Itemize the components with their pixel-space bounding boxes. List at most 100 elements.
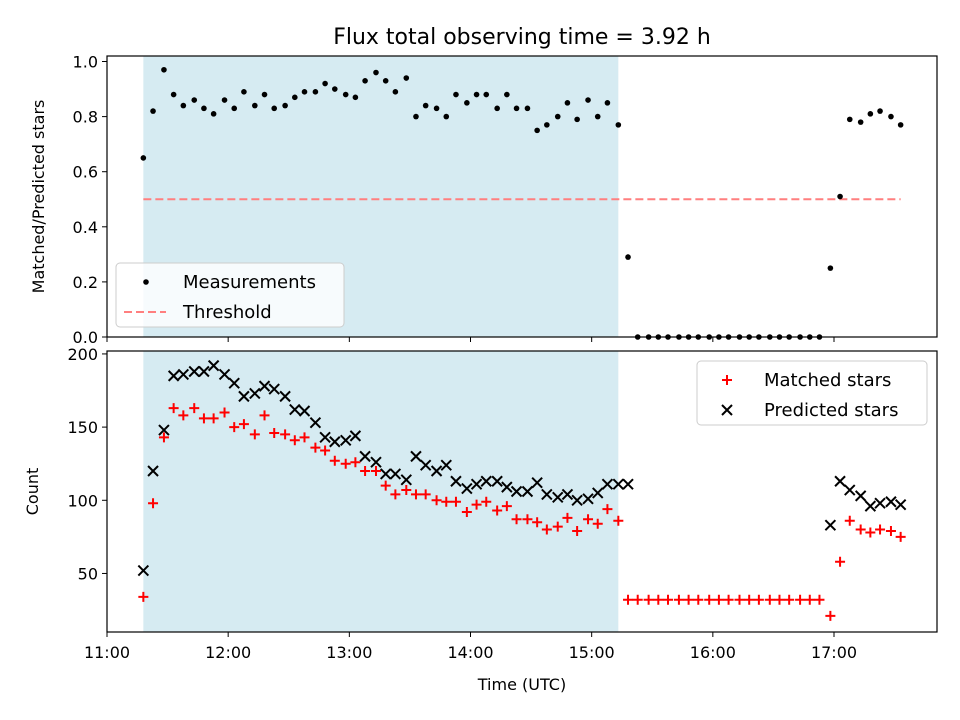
measurement-point — [513, 105, 520, 112]
predicted-star-point — [279, 390, 291, 403]
predicted-star-point — [601, 478, 614, 490]
chart-title: Flux total observing time = 3.92 h — [333, 25, 711, 50]
y-tick-label: 50 — [78, 564, 98, 583]
measurement-point — [897, 122, 904, 128]
predicted-star-point — [461, 482, 473, 495]
matched-star-point — [673, 594, 684, 605]
predicted-star-point — [158, 424, 170, 436]
matched-star-point — [511, 514, 522, 525]
measurement-point — [453, 91, 459, 98]
matched-star-point — [269, 427, 280, 438]
measurement-point — [827, 265, 834, 271]
predicted-star-point — [177, 368, 190, 381]
predicted-star-point — [894, 498, 907, 511]
predicted-star-point — [258, 380, 271, 392]
matched-star-point — [814, 594, 825, 605]
measurement-point — [443, 113, 450, 120]
matched-star-point — [825, 610, 836, 621]
legend-predicted-marker — [721, 404, 733, 416]
matched-star-point — [410, 489, 421, 500]
predicted-star-point — [854, 490, 867, 502]
matched-star-point — [178, 410, 189, 421]
measurement-point — [403, 75, 410, 81]
measurement-point — [413, 113, 419, 120]
matched-star-point — [663, 594, 674, 605]
predicted-star-point — [541, 488, 553, 501]
measurement-point — [282, 102, 288, 109]
measurement-point — [322, 80, 328, 87]
measurement-point — [585, 97, 591, 103]
matched-star-point — [208, 413, 219, 424]
measurement-point — [191, 97, 198, 103]
measurement-point — [140, 155, 147, 161]
matched-star-point — [420, 489, 431, 500]
matched-star-point — [492, 505, 503, 516]
measurement-point — [524, 105, 531, 112]
measurement-point — [292, 94, 298, 101]
measurement-point — [594, 113, 601, 120]
x-tick-label: 13:00 — [326, 643, 372, 662]
matched-star-point — [704, 594, 715, 605]
ratio-subplot: 0.0 0.2 0.4 0.6 0.8 1.0 Matched/Predicted star… — [29, 53, 938, 347]
measurement-point — [382, 77, 389, 84]
x-axis-label: Time (UTC) — [477, 675, 566, 694]
measurement-point — [170, 91, 177, 98]
matched-star-point — [360, 466, 371, 477]
measurement-point — [877, 108, 883, 114]
predicted-star-point — [824, 519, 837, 531]
x-tick-label: 17:00 — [811, 643, 857, 662]
y-axis-label: Count — [23, 468, 42, 516]
predicted-star-point — [844, 484, 856, 496]
predicted-star-point — [501, 481, 513, 493]
x-tick-label: 15:00 — [569, 643, 615, 662]
measurement-point — [544, 122, 550, 128]
matched-star-point — [229, 422, 240, 433]
matched-star-point — [219, 407, 230, 418]
measurement-point — [342, 91, 349, 98]
measurement-point — [161, 66, 167, 73]
matched-star-point — [501, 501, 512, 512]
measurement-point — [221, 97, 228, 103]
matched-star-point — [632, 594, 643, 605]
predicted-star-point — [410, 450, 422, 463]
matched-star-point — [390, 489, 401, 500]
matched-star-point — [643, 594, 654, 605]
matched-star-point — [471, 499, 482, 510]
legend-measurement-marker — [143, 279, 149, 285]
legend-label: Measurements — [183, 272, 316, 293]
measurement-point — [271, 105, 278, 112]
matched-star-point — [734, 594, 745, 605]
measurement-point — [180, 102, 187, 109]
predicted-star-point — [137, 564, 150, 577]
predicted-star-point — [218, 368, 231, 381]
measurement-point — [846, 116, 853, 123]
matched-star-point — [552, 521, 563, 532]
predicted-star-point — [874, 497, 886, 509]
matched-star-point — [259, 410, 270, 421]
x-tick-label: 12:00 — [205, 643, 251, 662]
measurement-point — [362, 77, 368, 84]
predicted-star-point — [198, 365, 210, 378]
matched-star-point — [753, 594, 764, 605]
predicted-star-point — [188, 365, 200, 378]
matched-star-point — [895, 531, 906, 542]
matched-star-point — [289, 435, 300, 446]
y-tick-label: 200 — [67, 345, 98, 364]
matched-star-point — [795, 594, 806, 605]
measurement-point — [554, 113, 561, 120]
matched-star-point — [401, 485, 412, 496]
measurement-point — [331, 86, 338, 92]
matched-star-point — [249, 429, 260, 440]
matched-star-point — [431, 495, 442, 506]
y-tick-label: 0.2 — [73, 273, 98, 292]
predicted-star-point — [571, 494, 583, 506]
legend-label: Threshold — [182, 302, 272, 323]
y-tick-label: 0.4 — [73, 218, 98, 237]
predicted-star-point — [298, 405, 311, 417]
predicted-star-point — [228, 377, 240, 389]
matched-star-point — [310, 442, 321, 453]
predicted-star-point — [834, 475, 846, 487]
matched-star-point — [875, 524, 886, 535]
measurement-point — [483, 91, 490, 98]
matched-star-point — [532, 517, 543, 528]
